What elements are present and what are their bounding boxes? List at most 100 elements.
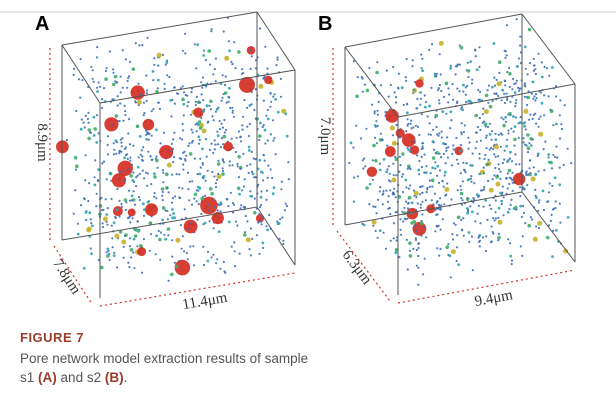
- pore: [449, 67, 452, 70]
- pore: [474, 220, 476, 222]
- pore: [264, 46, 266, 48]
- pore: [541, 76, 544, 79]
- pore: [537, 221, 542, 226]
- pore: [434, 116, 436, 118]
- pore: [430, 172, 432, 174]
- pore: [206, 104, 209, 107]
- pore: [106, 224, 108, 226]
- pore: [282, 240, 284, 242]
- pore: [223, 30, 225, 32]
- pore: [430, 134, 432, 136]
- pore: [532, 81, 535, 84]
- pore: [123, 156, 126, 159]
- pore: [380, 84, 382, 86]
- pore: [403, 207, 405, 209]
- box-edge: [62, 45, 100, 103]
- pore: [231, 164, 233, 166]
- pore: [96, 56, 98, 58]
- pore: [507, 211, 510, 214]
- pore: [130, 256, 132, 258]
- pore: [423, 172, 425, 174]
- pore: [506, 54, 508, 56]
- pore: [536, 97, 538, 99]
- pore: [132, 251, 134, 253]
- pore: [208, 210, 210, 212]
- pore: [392, 141, 397, 146]
- pore: [468, 141, 470, 143]
- pore: [170, 150, 172, 152]
- pore: [234, 265, 236, 267]
- pore: [439, 153, 441, 155]
- pore: [184, 52, 186, 54]
- pore: [166, 74, 168, 76]
- pore: [160, 231, 162, 233]
- pore: [181, 98, 185, 102]
- pore: [258, 159, 261, 162]
- pore: [522, 205, 524, 207]
- pore: [266, 68, 268, 70]
- pore: [217, 173, 219, 175]
- pore: [500, 171, 502, 173]
- pore: [186, 252, 188, 254]
- pore: [508, 67, 510, 69]
- pore: [91, 225, 94, 228]
- pore: [194, 158, 196, 160]
- pore: [159, 142, 161, 144]
- pore: [425, 199, 427, 201]
- pore: [467, 148, 469, 150]
- pore: [161, 187, 165, 191]
- pore: [93, 116, 96, 119]
- pore: [441, 136, 443, 138]
- pore: [146, 185, 148, 187]
- pore: [135, 42, 137, 44]
- pore: [244, 231, 246, 233]
- pore: [406, 239, 408, 241]
- pore: [348, 162, 350, 164]
- pore: [287, 161, 289, 163]
- pore: [416, 98, 418, 100]
- pore: [223, 142, 233, 152]
- pore: [462, 90, 464, 92]
- pore: [410, 120, 412, 122]
- pore: [107, 207, 109, 209]
- pore: [414, 140, 416, 142]
- pore: [555, 85, 557, 87]
- panel-letter: A: [35, 13, 49, 35]
- pore: [239, 207, 241, 209]
- pore: [104, 117, 118, 131]
- pore: [455, 65, 457, 67]
- pore: [248, 146, 251, 149]
- pore: [492, 178, 494, 180]
- pore: [476, 213, 478, 215]
- pore: [431, 166, 434, 169]
- pore: [362, 78, 364, 80]
- pore: [556, 157, 558, 159]
- pore: [265, 225, 267, 227]
- box-edge: [257, 12, 295, 70]
- pore: [375, 71, 379, 75]
- pore: [182, 85, 184, 87]
- pore: [411, 127, 413, 129]
- pore: [514, 91, 517, 94]
- pore: [461, 122, 463, 124]
- pore: [168, 76, 170, 78]
- pore: [175, 265, 179, 269]
- pore: [488, 85, 490, 87]
- pore: [143, 177, 145, 179]
- pore: [223, 93, 225, 95]
- pore: [190, 91, 192, 93]
- pore: [209, 64, 211, 66]
- pore: [199, 102, 201, 104]
- pore: [564, 104, 566, 106]
- pore: [519, 44, 521, 46]
- pore: [497, 95, 499, 97]
- pore: [157, 167, 159, 169]
- pore: [508, 208, 510, 210]
- pore: [447, 146, 449, 148]
- box-edge: [522, 14, 575, 84]
- pore: [264, 76, 272, 84]
- pore: [137, 175, 139, 177]
- pore: [250, 254, 252, 256]
- pore: [449, 110, 452, 113]
- pore: [528, 142, 530, 144]
